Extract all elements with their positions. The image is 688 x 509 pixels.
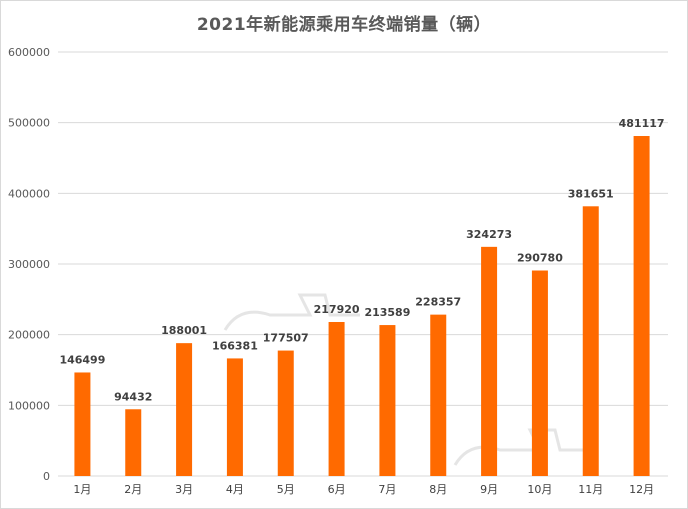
data-label: 146499	[59, 353, 105, 366]
y-tick-label: 100000	[8, 399, 50, 412]
y-axis-ticks: 0 100000 200000 300000 400000 500000 600000	[8, 46, 50, 483]
x-tick-label: 12月	[629, 483, 654, 496]
x-tick-label: 10月	[527, 483, 552, 496]
data-label: 177507	[263, 332, 309, 345]
x-tick-label: 1月	[73, 483, 91, 496]
bar-9	[481, 246, 498, 476]
watermark-mark-lower	[453, 428, 590, 466]
y-tick-label: 500000	[8, 117, 50, 130]
bar-6	[328, 322, 345, 476]
data-label: 213589	[364, 306, 410, 319]
bar-4	[226, 358, 243, 476]
bar-3	[176, 343, 193, 476]
data-label: 217920	[314, 303, 360, 316]
bar-10	[531, 270, 548, 476]
bar-5	[277, 350, 294, 476]
x-tick-label: 8月	[429, 483, 447, 496]
bar-1	[74, 372, 91, 476]
x-tick-label: 4月	[226, 483, 244, 496]
x-tick-label: 11月	[578, 483, 603, 496]
data-label: 481117	[619, 117, 665, 130]
data-labels: 146499 94432 188001 166381 177507 217920 21358…	[59, 117, 664, 403]
bar-2	[125, 409, 142, 476]
data-label: 94432	[114, 390, 152, 403]
x-tick-label: 6月	[328, 483, 346, 496]
chart-title: 2021年新能源乘用车终端销量（辆）	[196, 15, 492, 35]
x-tick-label: 9月	[480, 483, 498, 496]
data-label: 166381	[212, 339, 258, 352]
gridlines	[58, 51, 668, 477]
bar-11	[582, 206, 599, 476]
y-tick-label: 0	[43, 470, 50, 483]
y-tick-label: 200000	[8, 329, 50, 342]
data-label: 290780	[517, 252, 563, 265]
x-axis-ticks: 1月 2月 3月 4月 5月 6月 7月 8月 9月 10月 11月 12月	[73, 483, 654, 496]
watermark-mark-upper	[223, 293, 360, 331]
bar-8	[430, 314, 447, 476]
data-label: 324273	[466, 228, 512, 241]
y-tick-label: 400000	[8, 187, 50, 200]
x-tick-label: 5月	[277, 483, 295, 496]
y-tick-label: 300000	[8, 258, 50, 271]
data-label: 228357	[415, 296, 461, 309]
bar-12	[633, 136, 650, 476]
x-tick-label: 2月	[124, 483, 142, 496]
y-tick-label: 600000	[8, 46, 50, 59]
x-tick-label: 7月	[378, 483, 396, 496]
bar-7	[379, 325, 396, 476]
data-label: 188001	[161, 324, 207, 337]
x-tick-label: 3月	[175, 483, 193, 496]
bar-series	[74, 136, 650, 476]
data-label: 381651	[568, 187, 614, 200]
